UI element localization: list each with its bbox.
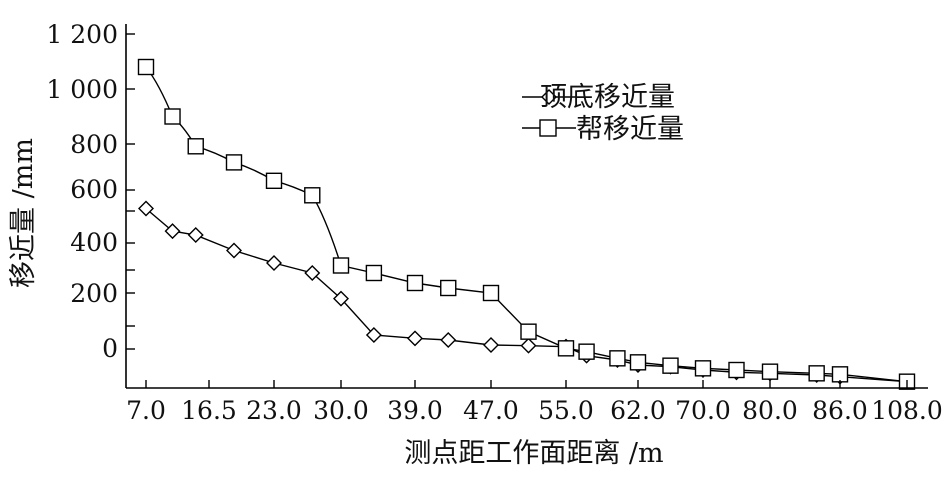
x-tick-label: 16.5 [181, 396, 237, 425]
data-point-square [520, 323, 537, 340]
data-point-diamond [266, 255, 282, 271]
data-point-square [225, 154, 243, 171]
x-tick-label: 30.0 [313, 396, 369, 425]
data-point-square [761, 363, 779, 380]
data-point-square [187, 138, 204, 155]
x-tick-label: 86.0 [812, 396, 868, 425]
y-tick-label: 1 000 [46, 75, 118, 104]
data-point-diamond [164, 223, 181, 240]
x-tick-label: 7.0 [126, 396, 166, 425]
legend-label-sidewall: 帮移近量 [576, 114, 684, 145]
x-tick-label: 108.0 [871, 396, 943, 425]
legend-square-marker [539, 119, 557, 137]
data-point-square [440, 279, 457, 297]
x-tick-label: 62.0 [610, 396, 666, 425]
legend: 顶底移近量 帮移近量 [522, 82, 684, 145]
y-tick-label: 200 [70, 279, 118, 308]
data-point-square [137, 58, 155, 76]
data-point-square [694, 360, 712, 377]
y-axis-title: 移近量 /mm [8, 138, 39, 288]
data-point-square [482, 284, 500, 302]
data-point-square [662, 357, 679, 374]
y-tick-label: 800 [70, 130, 118, 159]
x-tick-label: 70.0 [675, 396, 731, 425]
series-line-roof-floor [145, 208, 908, 383]
x-tick-label: 23.0 [246, 396, 302, 425]
data-point-square [831, 366, 849, 383]
axes [125, 24, 928, 389]
x-axis-title: 测点距工作面距离 /m [404, 438, 663, 469]
y-tick-label: 1 200 [46, 20, 118, 49]
data-point-square [365, 264, 383, 282]
data-point-diamond [226, 242, 242, 259]
x-tick-label: 80.0 [742, 396, 798, 425]
x-axis-ticks: 7.0 16.5 23.0 30.0 39.0 47.0 55.0 62.0 7… [126, 396, 943, 425]
data-point-square [304, 187, 321, 204]
y-axis-ticks: 1 200 1 000 800 600 400 200 0 [46, 20, 118, 363]
x-tick-label: 47.0 [463, 396, 519, 425]
legend-item-sidewall: 帮移近量 [522, 114, 684, 145]
data-point-diamond [187, 227, 204, 244]
y-tick-label: 0 [102, 334, 118, 363]
data-point-square [265, 172, 283, 190]
data-point-square [164, 108, 181, 125]
data-point-square [557, 340, 575, 357]
legend-label-roof-floor: 顶底移近量 [540, 82, 675, 113]
data-point-square [406, 274, 424, 292]
data-point-square [629, 354, 647, 371]
data-point-diamond [333, 290, 349, 307]
x-tick-label: 39.0 [387, 396, 443, 425]
data-point-diamond [407, 330, 423, 347]
data-point-diamond [365, 327, 382, 343]
data-point-square [728, 361, 745, 379]
y-tick-label: 400 [70, 228, 118, 257]
data-point-diamond [520, 337, 537, 354]
x-tick-label: 55.0 [538, 396, 594, 425]
data-point-diamond [138, 200, 154, 217]
data-point-diamond [304, 265, 321, 281]
data-point-square [808, 365, 825, 382]
legend-item-roof-floor: 顶底移近量 [522, 82, 675, 113]
data-point-square [609, 350, 626, 367]
data-point-square [332, 257, 350, 274]
y-tick-label: 600 [70, 175, 118, 204]
data-point-diamond [483, 337, 499, 353]
data-point-diamond [440, 332, 457, 348]
legend-diamond-marker [541, 89, 557, 105]
plot-area [137, 58, 916, 390]
data-point-square [578, 343, 595, 360]
